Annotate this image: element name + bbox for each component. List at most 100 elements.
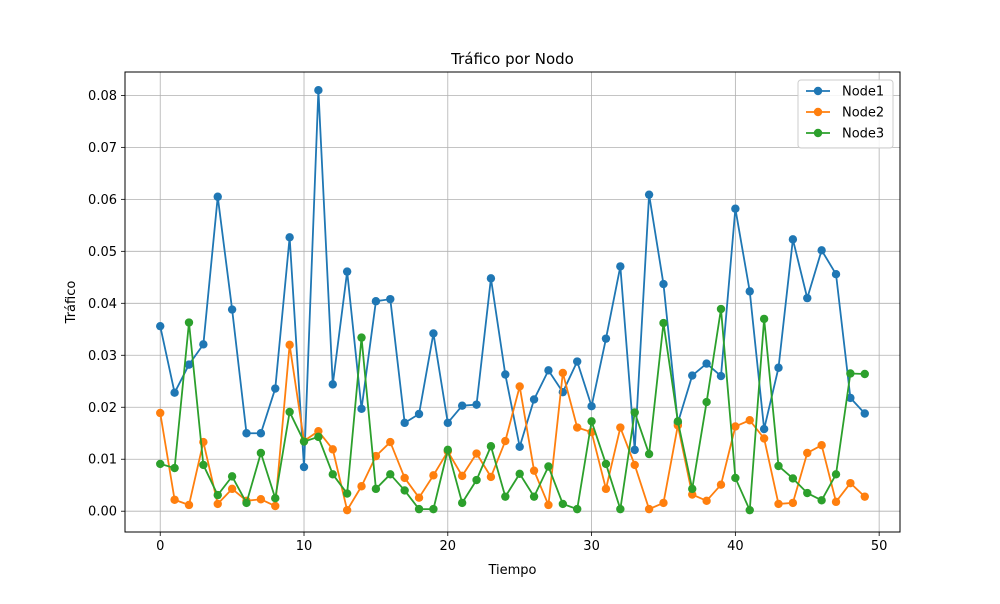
data-point-node1 (587, 402, 596, 411)
data-point-node3 (342, 489, 352, 498)
data-point-node3 (314, 432, 323, 442)
grid (125, 72, 900, 532)
data-point-node2 (285, 340, 294, 350)
data-point-node3 (371, 484, 381, 494)
data-point-node1 (515, 442, 524, 451)
data-point-node3 (515, 469, 524, 478)
data-point-node2 (400, 473, 409, 483)
data-point-node1 (271, 384, 280, 393)
y-tick-label: 0.04 (88, 297, 117, 312)
data-point-node3 (457, 498, 467, 508)
data-point-node3 (501, 492, 510, 501)
data-point-node1 (400, 418, 409, 428)
y-tick-label: 0.06 (88, 193, 117, 208)
data-point-node1 (386, 294, 395, 304)
data-point-node3 (285, 407, 294, 417)
y-tick-label: 0.02 (88, 401, 117, 416)
data-point-node1 (688, 371, 697, 380)
data-point-node3 (803, 488, 812, 498)
data-point-node3 (443, 445, 452, 455)
data-point-node2 (759, 434, 769, 443)
data-point-node3 (731, 473, 740, 483)
x-axis-label: Tiempo (487, 563, 536, 578)
data-point-node2 (328, 445, 337, 454)
data-point-node2 (831, 497, 841, 507)
data-point-node2 (271, 501, 280, 511)
data-point-node3 (227, 472, 237, 481)
y-tick-label: 0.01 (88, 453, 117, 468)
data-point-node3 (759, 314, 769, 324)
legend-swatch-marker (813, 86, 823, 96)
data-point-node3 (688, 484, 697, 494)
data-point-node3 (529, 492, 539, 501)
legend-item-node2: Node2 (806, 106, 884, 121)
data-point-node2 (803, 448, 812, 458)
data-point-node2 (213, 499, 222, 509)
data-point-node3 (846, 369, 855, 378)
data-point-node1 (314, 85, 323, 95)
data-point-node3 (860, 369, 869, 379)
data-point-node2 (846, 478, 855, 488)
data-point-node2 (457, 471, 467, 481)
axis-ticks: 0 10 20 30 40 50 0.00 0.01 0.02 0.03 0.04 0.05 0.06 0… (88, 89, 887, 554)
data-point-node2 (544, 500, 553, 510)
data-point-node1 (573, 357, 582, 366)
data-point-node2 (170, 495, 179, 504)
data-point-node2 (573, 423, 582, 432)
data-point-node3 (357, 333, 366, 342)
data-point-node2 (788, 498, 798, 508)
data-point-node1 (414, 409, 424, 419)
data-point-node1 (170, 388, 179, 397)
data-point-node1 (227, 305, 237, 314)
legend-swatch-marker (813, 128, 823, 138)
data-point-node1 (529, 395, 539, 404)
data-point-node1 (213, 192, 222, 201)
data-point-node1 (601, 334, 611, 343)
data-point-node3 (616, 504, 625, 514)
data-point-node1 (846, 393, 855, 403)
data-point-node2 (716, 480, 726, 489)
data-point-node2 (860, 492, 869, 501)
data-point-node2 (472, 449, 481, 458)
data-point-node1 (501, 370, 510, 379)
plot-frame (124, 71, 901, 533)
data-point-node3 (774, 461, 783, 471)
data-point-node1 (716, 371, 726, 381)
legend-box (797, 79, 894, 149)
data-point-node3 (673, 417, 683, 426)
x-tick-label: 30 (583, 539, 600, 554)
data-point-node1 (630, 445, 639, 455)
data-point-node2 (659, 498, 668, 508)
data-point-node1 (242, 429, 251, 438)
legend-label: Node1 (842, 85, 884, 100)
x-tick-label: 10 (296, 539, 313, 554)
data-point-node2 (515, 382, 524, 391)
chart-title: Tráfico por Nodo (450, 50, 574, 68)
data-point-node1 (659, 279, 668, 289)
data-point-node1 (803, 293, 812, 303)
data-point-node1 (342, 267, 352, 276)
data-point-node3 (414, 504, 424, 514)
data-point-node1 (860, 409, 869, 418)
data-point-node3 (256, 448, 266, 458)
data-point-node2 (486, 472, 496, 482)
data-point-node3 (184, 318, 194, 327)
data-point-node1 (184, 360, 194, 369)
data-point-node2 (256, 495, 266, 504)
y-tick-label: 0.05 (88, 245, 117, 260)
data-point-node1 (371, 297, 381, 306)
data-point-node1 (299, 462, 309, 472)
data-point-node2 (429, 471, 438, 480)
data-point-node2 (501, 436, 510, 446)
data-point-node3 (659, 318, 668, 328)
y-tick-label: 0.07 (88, 141, 117, 156)
x-tick-label: 20 (440, 539, 457, 554)
data-point-node2 (731, 422, 740, 431)
legend-label: Node2 (842, 106, 884, 121)
legend-swatch-marker (813, 107, 823, 117)
series-line-node3 (159, 308, 865, 512)
data-point-node3 (745, 505, 754, 515)
x-tick-label: 0 (156, 539, 164, 554)
